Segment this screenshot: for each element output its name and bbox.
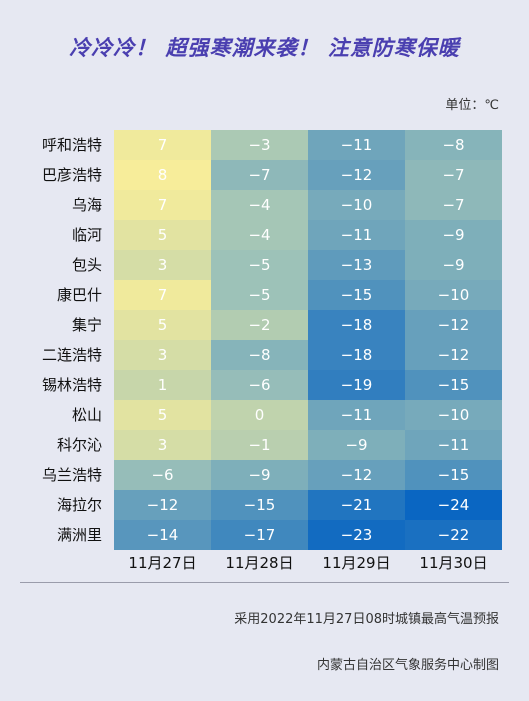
- heatmap-cell: −11: [308, 130, 405, 160]
- city-label: 巴彦浩特: [41, 166, 102, 184]
- heatmap-cell: −18: [308, 340, 405, 370]
- heatmap-cell: 5: [114, 310, 211, 340]
- heatmap-cell: −21: [308, 490, 405, 520]
- heatmap-cell: −15: [211, 490, 308, 520]
- city-label: 呼和浩特: [41, 136, 102, 154]
- city-label: 康巴什: [56, 286, 102, 304]
- city-label: 临河: [71, 226, 102, 244]
- heatmap-cell: −9: [211, 460, 308, 490]
- heatmap-cell: −6: [114, 460, 211, 490]
- city-label: 锡林浩特: [41, 376, 102, 394]
- heatmap-cell: −2: [211, 310, 308, 340]
- heatmap-cell: −4: [211, 190, 308, 220]
- city-label: 乌兰浩特: [41, 466, 102, 484]
- heatmap-cell: −12: [405, 340, 502, 370]
- heatmap-cell: 3: [114, 340, 211, 370]
- heatmap-cell: 7: [114, 130, 211, 160]
- credit-note: 内蒙古自治区气象服务中心制图: [316, 658, 499, 673]
- heatmap-cell: −5: [211, 250, 308, 280]
- city-label: 包头: [71, 256, 102, 274]
- heatmap-cell: −14: [114, 520, 211, 550]
- source-note: 采用2022年11月27日08时城镇最高气温预报: [234, 612, 499, 627]
- heatmap-cell: −8: [211, 340, 308, 370]
- heatmap-cell: 8: [114, 160, 211, 190]
- heatmap-cell: −7: [405, 160, 502, 190]
- heatmap-cell: −7: [405, 190, 502, 220]
- city-label: 松山: [71, 406, 102, 424]
- page-title: 冷冷冷！ 超强寒潮来袭！ 注意防寒保暖: [69, 35, 460, 60]
- heatmap-cell: −10: [308, 190, 405, 220]
- city-label: 科尔沁: [56, 436, 102, 454]
- heatmap-cell: −18: [308, 310, 405, 340]
- heatmap-cell: 5: [114, 400, 211, 430]
- date-label: 11月30日: [419, 554, 488, 572]
- date-label: 11月29日: [322, 554, 391, 572]
- heatmap-cell: −3: [211, 130, 308, 160]
- heatmap-cell: −13: [308, 250, 405, 280]
- heatmap-cell: −12: [405, 310, 502, 340]
- heatmap-cell: −10: [405, 280, 502, 310]
- heatmap-cell: −12: [308, 160, 405, 190]
- heatmap-cell: −9: [405, 220, 502, 250]
- divider: [20, 582, 509, 583]
- heatmap-cell: 3: [114, 250, 211, 280]
- heatmap-cell: −19: [308, 370, 405, 400]
- heatmap-cell: 5: [114, 220, 211, 250]
- heatmap-cell: −11: [308, 400, 405, 430]
- heatmap-cell: −12: [308, 460, 405, 490]
- city-label: 满洲里: [56, 526, 102, 544]
- heatmap-cell: 7: [114, 190, 211, 220]
- heatmap-cell: −15: [308, 280, 405, 310]
- heatmap-cell: −1: [211, 430, 308, 460]
- city-label: 二连浩特: [41, 346, 102, 364]
- heatmap-cell: −17: [211, 520, 308, 550]
- city-label: 海拉尔: [56, 496, 102, 514]
- heatmap-cell: −7: [211, 160, 308, 190]
- heatmap-cell: −6: [211, 370, 308, 400]
- heatmap-cell: −9: [308, 430, 405, 460]
- heatmap-cell: −8: [405, 130, 502, 160]
- unit-label: 单位：℃: [445, 98, 499, 113]
- city-label: 乌海: [71, 196, 102, 214]
- heatmap-cell: −5: [211, 280, 308, 310]
- heatmap-cell: −10: [405, 400, 502, 430]
- heatmap-cell: 1: [114, 370, 211, 400]
- heatmap-cell: 0: [211, 400, 308, 430]
- heatmap-cell: −11: [405, 430, 502, 460]
- heatmap-cell: −9: [405, 250, 502, 280]
- heatmap-cell: −4: [211, 220, 308, 250]
- date-label: 11月28日: [225, 554, 294, 572]
- heatmap-cell: 3: [114, 430, 211, 460]
- heatmap-cell: −24: [405, 490, 502, 520]
- date-label: 11月27日: [128, 554, 197, 572]
- city-label: 集宁: [71, 316, 102, 334]
- heatmap-cell: −15: [405, 460, 502, 490]
- heatmap-cell: −23: [308, 520, 405, 550]
- heatmap-cell: −22: [405, 520, 502, 550]
- heatmap-cell: −15: [405, 370, 502, 400]
- title-banner: [0, 0, 529, 60]
- heatmap-cell: −12: [114, 490, 211, 520]
- heatmap-cell: 7: [114, 280, 211, 310]
- heatmap-cell: −11: [308, 220, 405, 250]
